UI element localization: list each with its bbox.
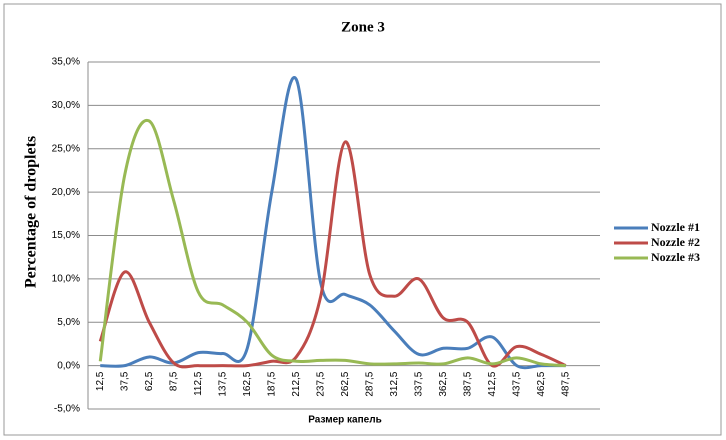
x-tick-label: 112,5 [193,371,204,396]
chart-border [3,3,722,436]
x-tick-label: 37,5 [119,371,130,391]
y-tick-label: 20,0% [52,187,80,198]
x-tick-label: 162,5 [242,371,253,396]
y-tick-label: -5,0% [54,404,80,415]
x-axis-label: Размер капель [308,415,381,426]
x-tick-label: 387,5 [462,371,473,396]
y-tick-label: 35,0% [52,57,80,68]
x-tick-label: 262,5 [340,371,351,396]
x-tick-label: 437,5 [511,371,522,396]
x-tick-label: 237,5 [315,371,326,396]
y-tick-label: 5,0% [57,317,80,328]
legend-label: Nozzle #3 [651,250,700,264]
x-tick-label: 212,5 [291,371,302,396]
series-line [98,118,566,368]
x-tick-label: 87,5 [168,371,179,391]
y-axis-label: Percentage of droplets [23,136,40,288]
x-tick-label: 62,5 [144,371,155,391]
x-tick-label: 187,5 [266,371,277,396]
y-tick-label: 30,0% [52,100,80,111]
y-tick-label: 10,0% [52,274,80,285]
y-tick-label: 15,0% [52,230,80,241]
x-tick-label: 287,5 [364,371,375,396]
series-line [98,140,567,369]
x-tick-label: 462,5 [536,371,547,396]
x-tick-label: 337,5 [413,371,424,396]
x-tick-label: 12,5 [95,371,106,391]
series-line [100,76,566,370]
x-tick-label: 362,5 [438,371,449,396]
legend-label: Nozzle #2 [651,235,700,249]
legend-label: Nozzle #1 [651,220,700,234]
y-tick-label: 0,0% [57,360,80,371]
chart-title: Zone 3 [341,19,385,35]
y-tick-label: 25,0% [52,143,80,154]
x-tick-label: 137,5 [217,371,228,396]
x-tick-label: 312,5 [389,371,400,396]
x-tick-label: 412,5 [487,371,498,396]
x-tick-label: 487,5 [560,371,571,396]
